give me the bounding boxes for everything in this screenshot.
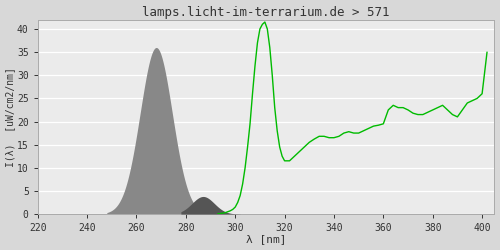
X-axis label: λ [nm]: λ [nm] bbox=[246, 234, 286, 244]
Title: lamps.licht-im-terrarium.de > 571: lamps.licht-im-terrarium.de > 571 bbox=[142, 6, 390, 18]
Y-axis label: I(λ)  [uW/cm2/nm]: I(λ) [uW/cm2/nm] bbox=[6, 67, 16, 167]
